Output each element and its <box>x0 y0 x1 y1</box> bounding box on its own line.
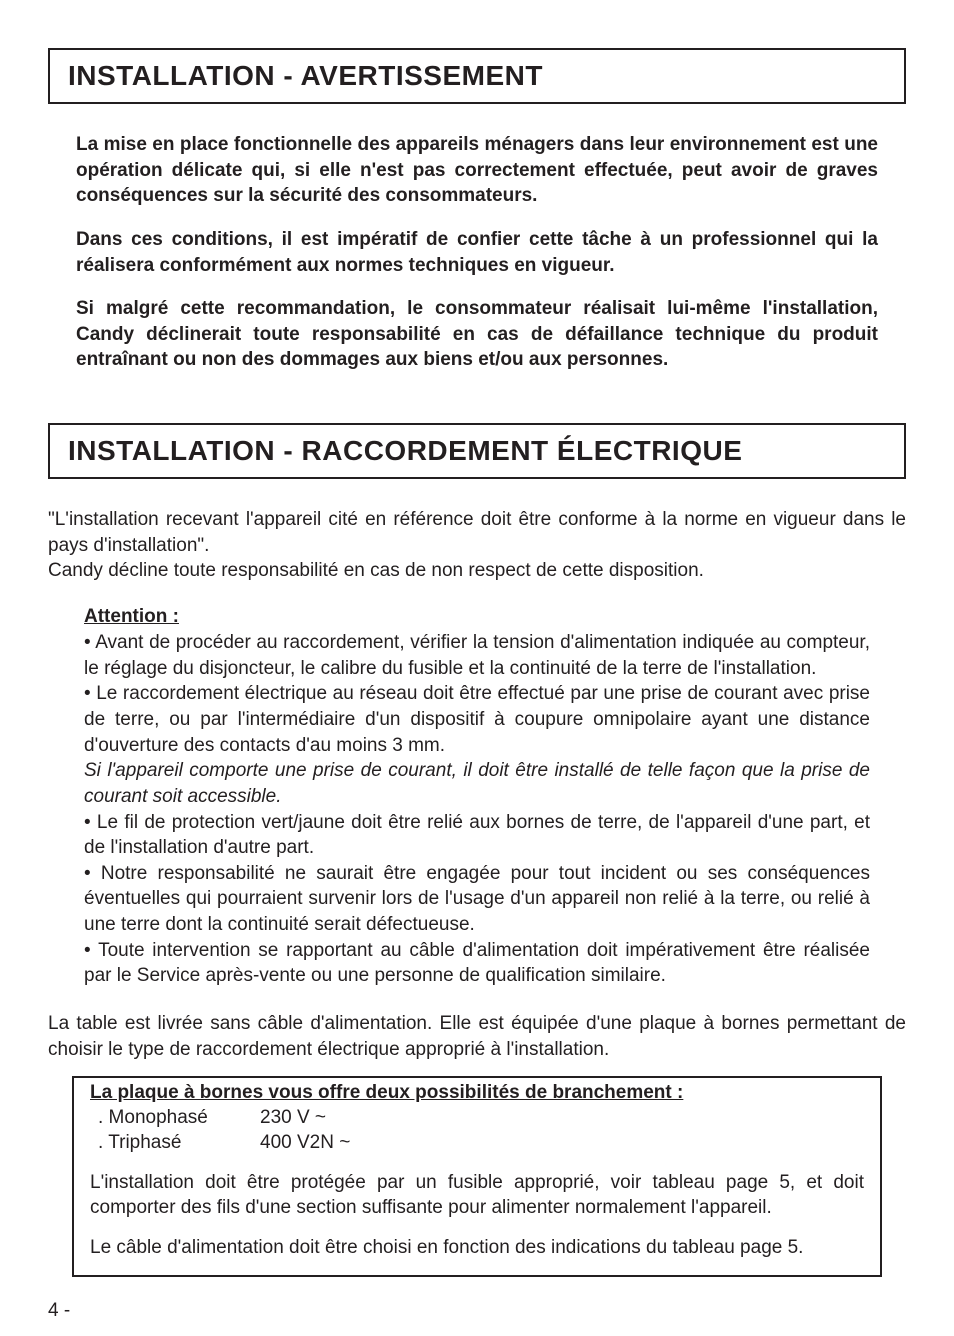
section1-para-3: Si malgré cette recommandation, le conso… <box>76 296 878 373</box>
bullet-2: • Le raccordement électrique au réseau d… <box>84 681 870 758</box>
inset-para-1: L'installation doit être protégée par un… <box>90 1170 864 1221</box>
section1-para-1: La mise en place fonctionnelle des appar… <box>76 132 878 209</box>
bullet-4: • Notre responsabilité ne saurait être e… <box>84 861 870 938</box>
section2-intro: "L'installation recevant l'appareil cité… <box>48 507 906 584</box>
section2-after: La table est livrée sans câble d'aliment… <box>48 1011 906 1062</box>
bullet-1: • Avant de procéder au raccordement, vér… <box>84 630 870 681</box>
plug-value-2: 400 V2N ~ <box>260 1131 350 1156</box>
plug-row-1: . Monophasé 230 V ~ <box>90 1106 864 1131</box>
bullet-3: • Le fil de protection vert/jaune doit ê… <box>84 810 870 861</box>
page: INSTALLATION - AVERTISSEMENT La mise en … <box>0 0 954 1336</box>
spacer <box>48 391 906 423</box>
attention-block: Attention : • Avant de procéder au racco… <box>84 606 870 989</box>
inset-box: La plaque à bornes vous offre deux possi… <box>72 1076 882 1276</box>
section2-title-box: INSTALLATION - RACCORDEMENT ÉLECTRIQUE <box>48 423 906 479</box>
section2-title: INSTALLATION - RACCORDEMENT ÉLECTRIQUE <box>68 435 886 467</box>
section1-title-box: INSTALLATION - AVERTISSEMENT <box>48 48 906 104</box>
section1-title: INSTALLATION - AVERTISSEMENT <box>68 60 886 92</box>
plug-value-1: 230 V ~ <box>260 1106 326 1131</box>
inset-title: La plaque à bornes vous offre deux possi… <box>90 1082 864 1104</box>
plug-label-1: . Monophasé <box>90 1106 260 1131</box>
attention-label: Attention : <box>84 606 870 628</box>
section2-intro-text: "L'installation recevant l'appareil cité… <box>48 507 906 584</box>
page-number: 4 - <box>48 1300 70 1322</box>
inset-para-2: Le câble d'alimentation doit être choisi… <box>90 1235 864 1261</box>
plug-row-2: . Triphasé 400 V2N ~ <box>90 1131 864 1156</box>
section1-para-2: Dans ces conditions, il est impératif de… <box>76 227 878 278</box>
bullet-5: • Toute intervention se rapportant au câ… <box>84 938 870 989</box>
plug-label-2: . Triphasé <box>90 1131 260 1156</box>
italic-line: Si l'appareil comporte une prise de cour… <box>84 758 870 809</box>
